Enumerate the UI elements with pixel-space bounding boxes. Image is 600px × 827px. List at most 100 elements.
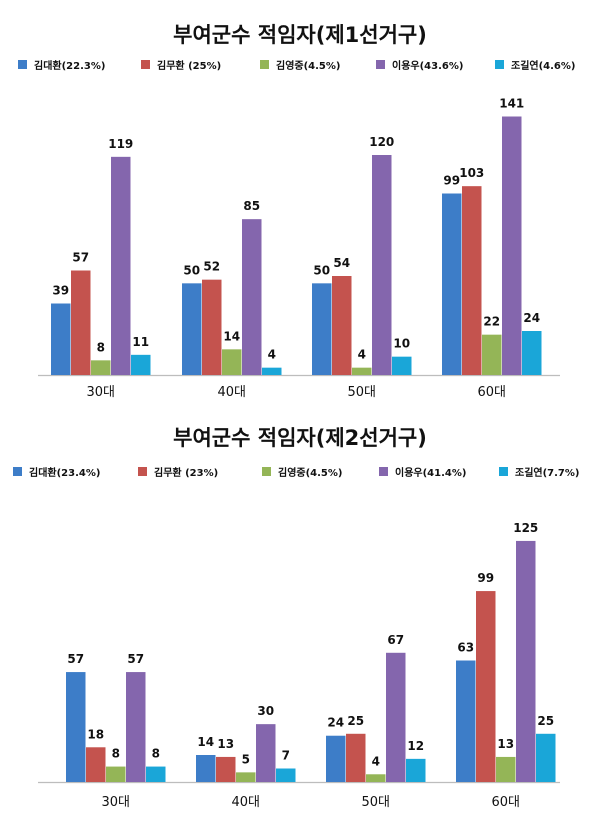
chart1-bar-3-4	[372, 155, 392, 375]
chart1-value-label-1-1: 39	[52, 284, 69, 298]
chart1-bar-2-4	[242, 219, 262, 375]
chart2-value-label-3-2: 25	[347, 714, 364, 728]
chart1-category-label-3: 50대	[347, 385, 376, 400]
chart1-legend-swatch-3	[260, 60, 269, 69]
chart1-bar-1-4	[111, 156, 131, 375]
chart1-bar-4-2	[462, 186, 482, 375]
chart1-value-label-4-3: 22	[483, 315, 500, 329]
chart2-bar-3-3	[366, 774, 386, 782]
chart1-category-label-4: 60대	[477, 385, 506, 400]
chart2-value-label-4-2: 99	[477, 571, 494, 585]
chart2-value-label-1-2: 18	[87, 727, 104, 741]
chart1-bar-3-2	[332, 276, 352, 375]
chart2-legend-swatch-4	[379, 467, 388, 476]
chart2-bar-1-4	[126, 672, 146, 782]
chart2-legend-swatch-1	[13, 467, 22, 476]
chart2-legend-swatch-3	[262, 467, 271, 476]
chart1-value-label-2-3: 14	[223, 329, 240, 343]
chart1-legend-label-1: 김대환(22.3%)	[34, 59, 105, 72]
chart1-bar-2-2	[202, 279, 222, 375]
chart2-value-label-1-3: 8	[112, 747, 120, 761]
chart1-bar-1-2	[71, 270, 91, 375]
chart2-bar-2-4	[256, 724, 276, 782]
chart2-legend-swatch-2	[138, 467, 147, 476]
chart1-value-label-4-4: 141	[499, 97, 524, 111]
chart2-legend-label-3: 김영중(4.5%)	[278, 466, 342, 479]
chart2-bar-3-4	[386, 652, 406, 782]
chart2-value-label-1-5: 8	[152, 747, 160, 761]
chart1-value-label-2-2: 52	[203, 260, 220, 274]
chart1-bar-3-3	[352, 367, 372, 375]
chart2-bar-2-2	[216, 756, 236, 782]
chart2-bar-4-1	[456, 660, 476, 782]
chart2-value-label-3-3: 4	[372, 754, 380, 768]
chart2-category-label-1: 30대	[101, 795, 130, 810]
chart1-bar-3-1	[312, 283, 332, 375]
chart2-bar-1-5	[146, 766, 166, 782]
chart2-value-label-3-1: 24	[327, 716, 344, 730]
chart1-bar-4-4	[502, 116, 522, 375]
chart2-bar-3-2	[346, 733, 366, 782]
chart1-legend-swatch-4	[376, 60, 385, 69]
chart1-legend-label-3: 김영중(4.5%)	[276, 59, 340, 72]
chart1-value-label-2-5: 4	[268, 348, 276, 362]
chart2-bar-3-1	[326, 735, 346, 782]
chart2-value-label-2-4: 30	[257, 704, 274, 718]
chart1-legend-label-5: 조길연(4.6%)	[511, 59, 575, 72]
chart2-value-label-2-3: 5	[242, 752, 250, 766]
chart1-legend-label-2: 김무환 (25%)	[157, 59, 221, 72]
chart1-bar-2-1	[182, 283, 202, 375]
chart2-bar-4-2	[476, 591, 496, 782]
chart2-legend-swatch-5	[499, 467, 508, 476]
chart1-value-label-1-2: 57	[72, 251, 89, 265]
chart2-bar-2-5	[276, 768, 296, 782]
chart1-value-label-2-4: 85	[243, 199, 260, 213]
chart2-bar-4-5	[536, 733, 556, 782]
chart1-legend-swatch-1	[18, 60, 27, 69]
chart1-value-label-2-1: 50	[183, 263, 200, 277]
chart2-value-label-4-4: 125	[513, 521, 538, 535]
chart1-value-label-3-2: 54	[333, 256, 350, 270]
chart1-value-label-3-5: 10	[393, 337, 410, 351]
chart1-bar-4-3	[482, 334, 502, 375]
chart1-bar-3-5	[392, 356, 412, 375]
chart2-value-label-3-4: 67	[387, 633, 404, 647]
chart2-category-label-3: 50대	[361, 795, 390, 810]
chart1-bar-1-5	[131, 354, 151, 375]
chart2-value-label-4-3: 13	[497, 737, 514, 751]
chart1-value-label-3-3: 4	[358, 348, 366, 362]
chart1-bar-1-1	[51, 303, 71, 375]
chart1-bar-2-5	[262, 367, 282, 375]
chart2-value-label-2-2: 13	[217, 737, 234, 751]
chart1-value-label-3-1: 50	[313, 263, 330, 277]
chart2-value-label-1-4: 57	[127, 652, 144, 666]
chart1-value-label-4-5: 24	[523, 311, 540, 325]
chart1-value-label-1-5: 11	[132, 335, 149, 349]
chart1-bar-4-5	[522, 331, 542, 375]
chart2-legend-label-4: 이용우(41.4%)	[395, 466, 466, 479]
chart2-bar-1-3	[106, 766, 126, 782]
chart1-legend-label-4: 이용우(43.6%)	[392, 59, 463, 72]
chart2-bar-1-1	[66, 672, 86, 782]
chart2-bar-3-5	[406, 758, 426, 782]
chart2-bar-4-3	[496, 756, 516, 782]
chart2-bar-2-3	[236, 772, 256, 782]
chart1-category-label-2: 40대	[217, 385, 246, 400]
chart1-value-label-4-2: 103	[459, 166, 484, 180]
chart1-value-label-3-4: 120	[369, 135, 394, 149]
chart2-value-label-4-5: 25	[537, 714, 554, 728]
chart2-value-label-2-1: 14	[197, 735, 214, 749]
chart2-legend-label-5: 조길연(7.7%)	[515, 466, 579, 479]
chart2-value-label-4-1: 63	[457, 641, 474, 655]
chart2-legend-label-1: 김대환(23.4%)	[29, 466, 100, 479]
chart1-bar-4-1	[442, 193, 462, 375]
chart2-category-label-2: 40대	[231, 795, 260, 810]
chart1-value-label-1-3: 8	[97, 340, 105, 354]
chart2-category-label-4: 60대	[491, 795, 520, 810]
chart1-value-label-4-1: 99	[443, 174, 460, 188]
chart2-value-label-1-1: 57	[67, 652, 84, 666]
chart2-bar-2-1	[196, 755, 216, 782]
chart2-title: 부여군수 적임자(제2선거구)	[173, 426, 427, 450]
